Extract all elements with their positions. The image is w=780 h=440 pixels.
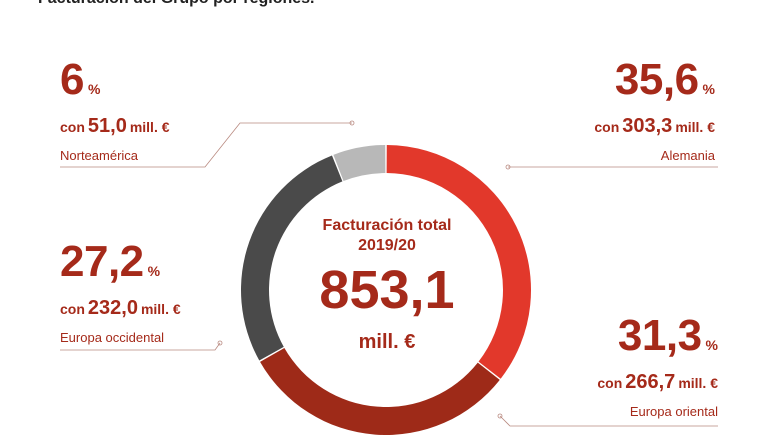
leader-dot-alemania [505,164,511,170]
amount-prefix: con [594,119,620,135]
amount-prefix: con [597,375,623,391]
donut-slice-europa-occidental [241,155,343,361]
center-total-value: 853,1 [319,260,455,320]
leader-dot-norteamerica [349,120,355,126]
leader-dot-europa-oriental [497,413,503,419]
donut-slice-alemania [386,145,531,379]
region-name: Norteamérica [60,148,139,163]
amount-unit: mill. € [675,119,715,135]
amount-prefix: con [60,119,85,135]
callout-alemania: 35,6% con 303,3 mill. € Alemania [594,55,715,164]
pct-sign: % [87,81,101,97]
leader-dot-europa-occidental [217,340,223,346]
center-label-line2: 2019/20 [358,237,416,254]
center-label-line1: Facturación total [322,217,452,234]
center-label: Facturación total 2019/20 853,1 mill. € [312,217,462,354]
callout-europa-oriental: 31,3% con 266,7 mill. € Europa oriental [597,311,718,420]
leader-line-norteamerica [60,122,352,168]
amount-value: 51,0 [87,115,127,137]
chart-title: Facturación del Grupo por regiones. [38,0,314,8]
amount-value: 266,7 [625,371,676,393]
callout-europa-occidental: 27,2% con 232,0 mill. € Europa occidental [60,237,181,346]
donut-slice-norteamérica [333,145,386,181]
pct-value: 27,2 [60,237,144,286]
amount-unit: mill. € [678,375,718,391]
region-name: Europa oriental [629,404,718,419]
region-name: Alemania [660,148,715,163]
amount-value: 232,0 [87,297,138,319]
pct-sign: % [705,337,718,353]
pct-sign: % [147,263,161,279]
callout-norteamerica: 6% con 51,0 mill. € Norteamérica [60,55,170,164]
pct-value: 6 [60,55,84,104]
donut-slices [241,145,531,436]
leader-line-europa-oriental [499,415,718,427]
region-name: Europa occidental [60,330,165,345]
center-unit: mill. € [358,331,416,353]
amount-prefix: con [60,301,85,317]
leader-line-europa-occidental [60,342,221,351]
pct-value: 35,6 [614,55,699,104]
pct-value: 31,3 [617,311,702,360]
amount-value: 303,3 [622,115,673,137]
amount-unit: mill. € [129,119,170,135]
donut-slice-europa-oriental [260,347,500,436]
amount-unit: mill. € [140,301,181,317]
pct-sign: % [702,81,715,97]
